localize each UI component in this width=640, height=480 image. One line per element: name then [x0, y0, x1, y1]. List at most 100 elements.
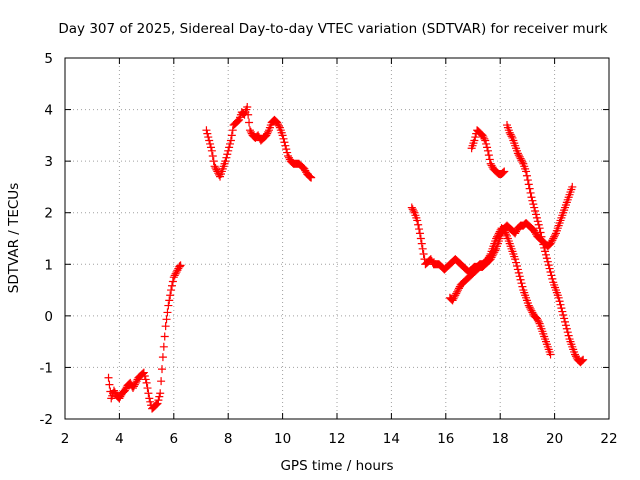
data-point: [418, 244, 427, 253]
data-point: [206, 139, 215, 148]
data-point: [448, 296, 457, 305]
data-point: [202, 126, 211, 135]
data-point: [254, 131, 263, 140]
data-point: [485, 155, 494, 164]
data-point: [525, 303, 534, 312]
data-point: [278, 131, 287, 140]
data-point: [233, 117, 242, 126]
data-point: [161, 322, 170, 331]
data-point: [559, 310, 568, 319]
data-point: [526, 188, 535, 197]
data-point: [146, 397, 155, 406]
data-point: [481, 136, 490, 145]
data-point: [546, 350, 555, 359]
data-point: [529, 200, 538, 209]
data-point: [221, 157, 230, 166]
data-point: [129, 382, 138, 391]
data-point: [171, 269, 180, 278]
data-point: [471, 133, 480, 142]
data-point: [284, 153, 293, 162]
data-point: [168, 277, 177, 286]
data-point: [540, 243, 549, 252]
data-point: [522, 167, 531, 176]
data-point: [205, 136, 214, 145]
data-point: [152, 400, 161, 409]
data-point: [541, 250, 550, 259]
y-tick-label: -1: [40, 360, 53, 376]
series-arc-2: [202, 102, 316, 182]
data-point: [144, 389, 153, 398]
data-point: [409, 206, 418, 215]
data-point: [419, 249, 428, 258]
data-point: [470, 136, 479, 145]
data-point: [263, 129, 272, 138]
data-point: [528, 196, 537, 205]
data-point: [453, 287, 462, 296]
data-point: [110, 388, 119, 397]
data-point: [561, 317, 570, 326]
data-point: [408, 205, 417, 214]
x-tick-label: 10: [274, 431, 291, 447]
data-point: [284, 151, 293, 160]
data-point: [452, 289, 461, 298]
data-point: [564, 331, 573, 340]
data-point: [479, 133, 488, 142]
data-point: [542, 254, 551, 263]
data-point: [483, 146, 492, 155]
data-point: [414, 220, 423, 229]
data-point: [165, 296, 174, 305]
data-point: [487, 161, 496, 170]
x-tick-label: 14: [383, 431, 400, 447]
x-tick-label: 20: [546, 431, 563, 447]
data-point: [515, 272, 524, 281]
data-point: [151, 401, 160, 410]
data-point: [498, 227, 507, 236]
data-point: [568, 182, 577, 191]
data-point: [550, 232, 559, 241]
data-point: [451, 291, 460, 300]
data-point: [486, 255, 495, 264]
data-point: [487, 253, 496, 262]
data-point: [141, 375, 150, 384]
data-point: [115, 394, 124, 403]
data-point: [533, 217, 542, 226]
x-tick-label: 4: [115, 431, 124, 447]
data-point: [415, 225, 424, 234]
data-point: [536, 228, 545, 237]
data-point: [129, 384, 137, 393]
data-point: [407, 203, 416, 212]
data-point: [513, 149, 522, 158]
y-tick-label: 2: [44, 206, 53, 222]
data-point: [153, 399, 162, 408]
data-point: [537, 232, 546, 241]
data-point: [116, 392, 125, 401]
data-point: [543, 257, 552, 266]
data-point: [532, 314, 541, 323]
data-point: [159, 342, 168, 351]
data-point: [506, 130, 515, 139]
y-axis-label: SDTVAR / TECUs: [6, 183, 22, 293]
series-arc-6: [503, 121, 588, 367]
y-tick-label: 0: [44, 309, 53, 325]
data-point: [538, 237, 547, 246]
data-point: [516, 275, 525, 284]
data-point: [527, 193, 536, 202]
data-point: [234, 116, 243, 125]
data-point: [486, 159, 495, 168]
data-point: [528, 308, 537, 317]
data-point: [490, 248, 499, 257]
y-tick-label: 4: [44, 103, 53, 119]
data-point: [226, 139, 235, 148]
data-point: [131, 378, 140, 387]
data-point: [281, 141, 290, 150]
data-point: [167, 281, 176, 290]
data-point: [208, 151, 217, 160]
data-point: [454, 284, 463, 293]
data-point: [454, 286, 463, 295]
y-tick-label: 5: [44, 51, 53, 67]
data-point: [546, 268, 555, 277]
data-point: [525, 184, 534, 193]
data-point: [535, 224, 544, 233]
data-point: [450, 292, 459, 301]
y-tick-label: 1: [44, 257, 53, 273]
